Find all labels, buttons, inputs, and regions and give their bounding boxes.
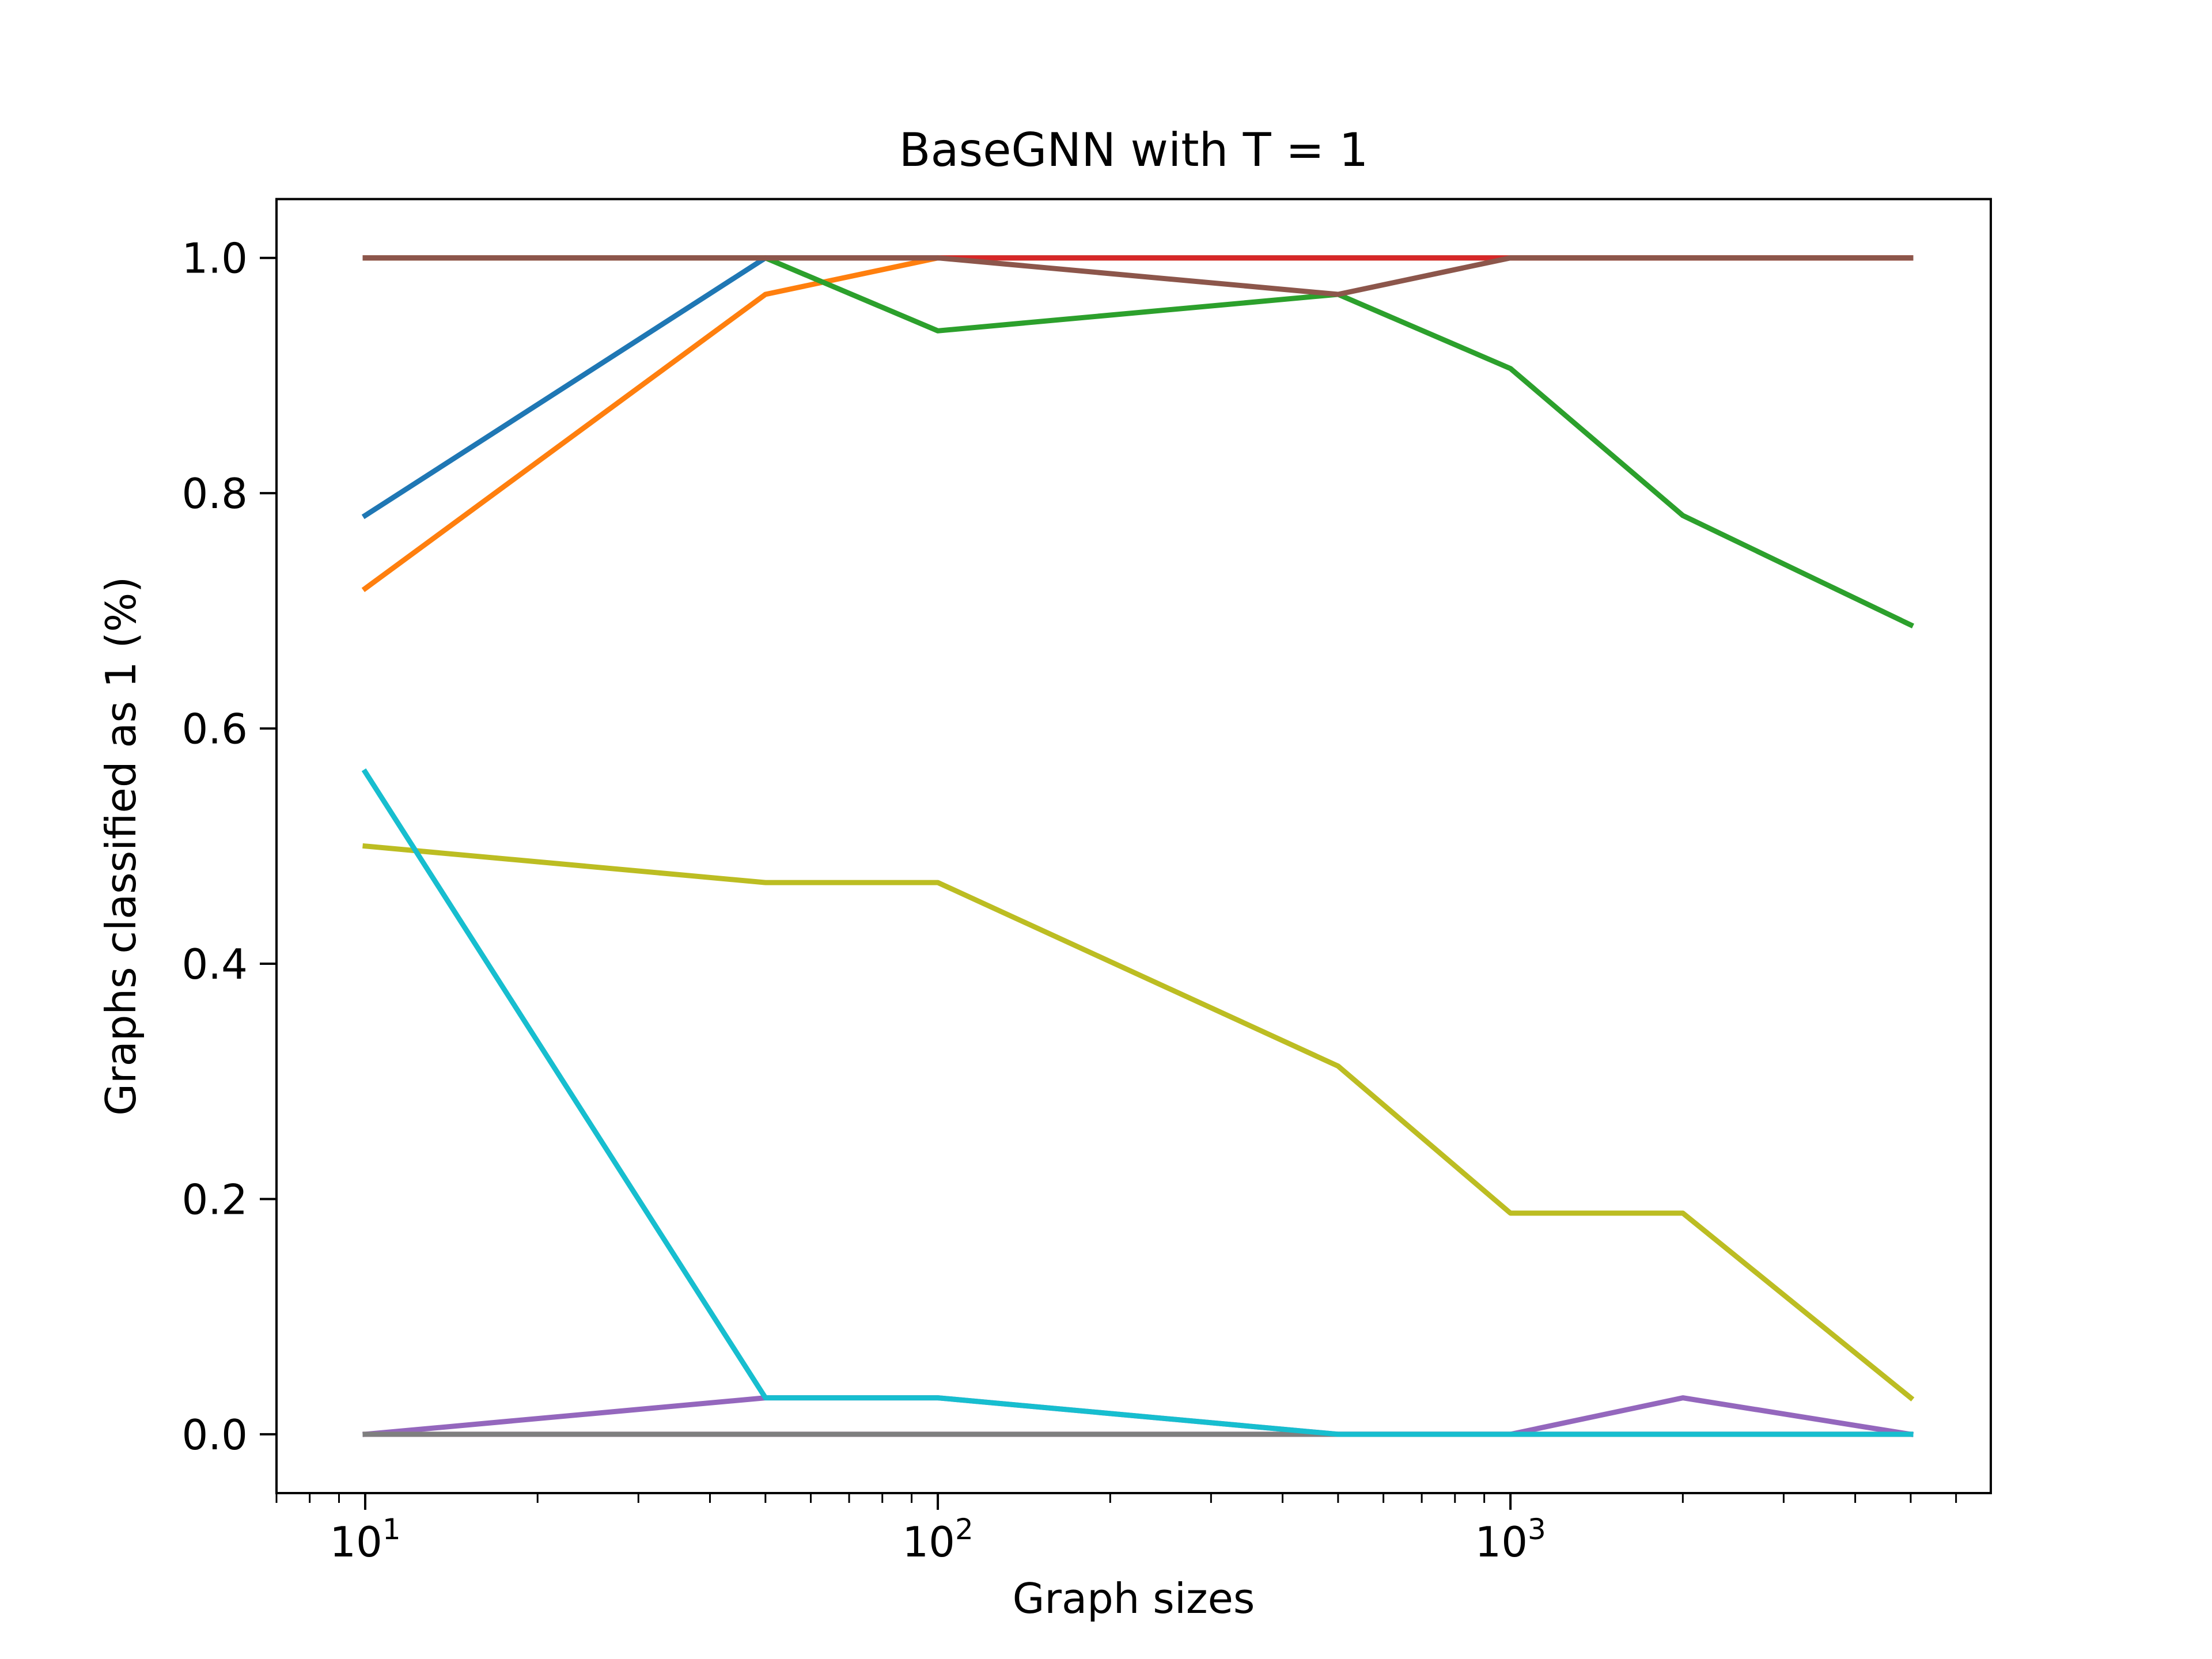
x-tick-label-base: 10 [902, 1518, 955, 1566]
x-tick-label: 101 [329, 1513, 400, 1566]
y-tick-label: 0.8 [181, 469, 248, 518]
y-tick-label: 0.6 [181, 705, 248, 753]
x-tick-label-base: 10 [329, 1518, 382, 1566]
x-axis-ticks: 101 102 103 [275, 1493, 1957, 1566]
x-axis-label: Graph sizes [1013, 1574, 1255, 1623]
x-tick-label: 103 [1475, 1513, 1546, 1566]
series-line-6 [362, 255, 1914, 297]
x-tick-label-exponent: 1 [382, 1513, 401, 1546]
y-tick-label: 0.2 [181, 1175, 248, 1224]
y-tick-label: 1.0 [181, 234, 248, 283]
x-tick-label: 102 [902, 1513, 973, 1566]
chart-title: BaseGNN with T = 1 [899, 123, 1369, 177]
y-axis-label: Graphs classified as 1 (%) [97, 577, 145, 1116]
plot-frame [275, 198, 1992, 1494]
y-tick-label: 0.4 [181, 940, 248, 988]
y-axis-ticks: 0.0 0.2 0.4 0.6 0.8 1.0 [181, 234, 276, 1459]
y-tick-label: 0.0 [181, 1411, 248, 1459]
x-tick-label-exponent: 3 [1528, 1513, 1546, 1546]
series-layer [361, 255, 1915, 1438]
x-tick-label-base: 10 [1475, 1518, 1528, 1566]
series-line-9 [362, 843, 1915, 1402]
x-tick-label-exponent: 2 [955, 1513, 974, 1546]
series-line-10 [361, 768, 1914, 1437]
